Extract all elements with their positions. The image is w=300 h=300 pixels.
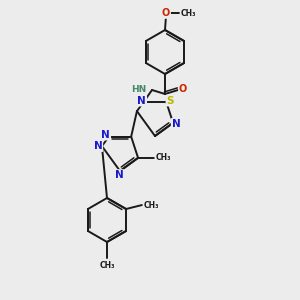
Text: CH₃: CH₃ <box>180 8 196 17</box>
Text: N: N <box>101 130 110 140</box>
Text: O: O <box>179 84 187 94</box>
Text: CH₃: CH₃ <box>143 200 159 209</box>
Text: O: O <box>162 8 170 18</box>
Text: N: N <box>115 170 123 180</box>
Text: CH₃: CH₃ <box>155 153 171 162</box>
Text: CH₃: CH₃ <box>99 260 115 269</box>
Text: N: N <box>94 141 102 151</box>
Text: N: N <box>137 96 146 106</box>
Text: HN: HN <box>131 85 146 94</box>
Text: S: S <box>167 96 174 106</box>
Text: N: N <box>172 119 180 129</box>
